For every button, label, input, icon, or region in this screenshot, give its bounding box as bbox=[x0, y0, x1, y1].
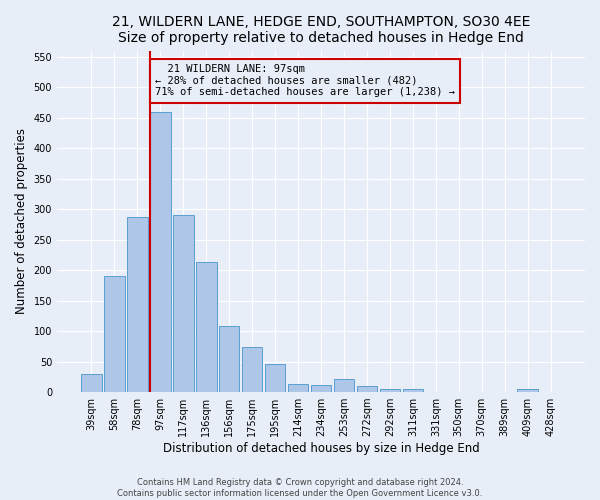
Bar bbox=[219, 326, 239, 392]
Bar bbox=[288, 384, 308, 392]
Bar bbox=[150, 112, 170, 392]
Text: 21 WILDERN LANE: 97sqm
← 28% of detached houses are smaller (482)
71% of semi-de: 21 WILDERN LANE: 97sqm ← 28% of detached… bbox=[155, 64, 455, 98]
Bar bbox=[403, 389, 423, 392]
Bar bbox=[356, 386, 377, 392]
X-axis label: Distribution of detached houses by size in Hedge End: Distribution of detached houses by size … bbox=[163, 442, 479, 455]
Bar bbox=[380, 389, 400, 392]
Bar bbox=[311, 385, 331, 392]
Bar bbox=[81, 374, 102, 392]
Y-axis label: Number of detached properties: Number of detached properties bbox=[15, 128, 28, 314]
Bar bbox=[265, 364, 286, 392]
Bar bbox=[334, 380, 355, 392]
Title: 21, WILDERN LANE, HEDGE END, SOUTHAMPTON, SO30 4EE
Size of property relative to : 21, WILDERN LANE, HEDGE END, SOUTHAMPTON… bbox=[112, 15, 530, 45]
Bar bbox=[242, 347, 262, 392]
Bar bbox=[127, 217, 148, 392]
Bar bbox=[173, 215, 194, 392]
Text: Contains HM Land Registry data © Crown copyright and database right 2024.
Contai: Contains HM Land Registry data © Crown c… bbox=[118, 478, 482, 498]
Bar bbox=[517, 389, 538, 392]
Bar bbox=[196, 262, 217, 392]
Bar bbox=[104, 276, 125, 392]
